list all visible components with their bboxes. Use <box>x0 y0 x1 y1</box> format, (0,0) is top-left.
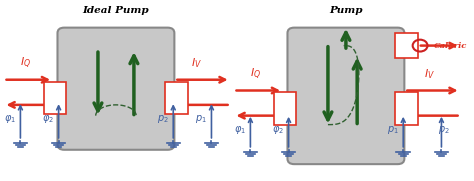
Text: $I_V$: $I_V$ <box>424 68 435 81</box>
Text: $I_V$: $I_V$ <box>191 57 202 70</box>
Text: Ideal Pump: Ideal Pump <box>82 6 149 15</box>
Bar <box>274 92 296 125</box>
Text: $\varphi_2$: $\varphi_2$ <box>272 124 284 136</box>
FancyBboxPatch shape <box>287 28 404 164</box>
Text: $I_Q$: $I_Q$ <box>250 67 262 82</box>
Bar <box>165 81 188 114</box>
Text: $\varphi_1$: $\varphi_1$ <box>234 124 246 136</box>
Text: $p_2$: $p_2$ <box>157 113 169 125</box>
Text: $\varphi_1$: $\varphi_1$ <box>4 113 16 125</box>
Bar <box>44 81 66 114</box>
Text: $p_1$: $p_1$ <box>195 113 207 125</box>
Text: Caloric: Caloric <box>434 42 467 50</box>
Text: $I_Q$: $I_Q$ <box>20 56 32 71</box>
Text: $p_2$: $p_2$ <box>438 124 450 136</box>
Text: $p_1$: $p_1$ <box>387 124 399 136</box>
Bar <box>395 92 418 125</box>
Text: Pump: Pump <box>329 6 363 15</box>
Bar <box>395 33 418 58</box>
Text: $\varphi_2$: $\varphi_2$ <box>42 113 54 125</box>
FancyBboxPatch shape <box>57 28 174 150</box>
